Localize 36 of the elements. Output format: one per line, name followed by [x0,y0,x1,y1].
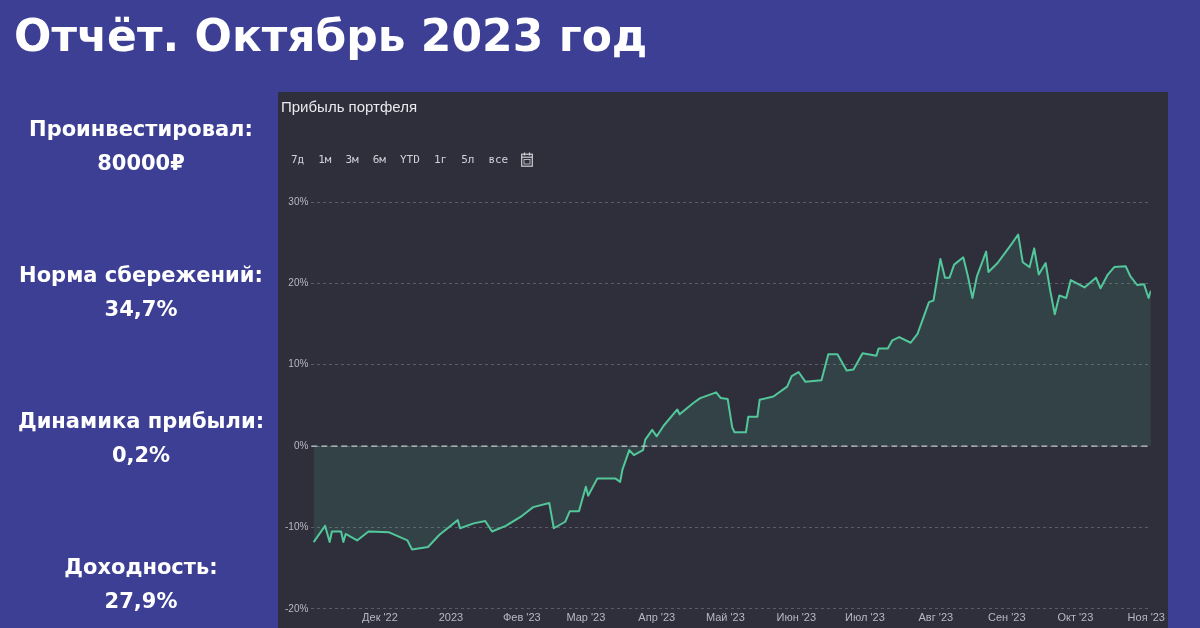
x-tick-label: Мар '23 [566,611,606,624]
text: Норма сбережений: [18,262,264,289]
text: 80000₽ [96,150,186,177]
x-tick-label: Июл '23 [845,611,885,624]
text: 1м [317,152,333,168]
text: все [487,152,510,168]
y-tick-label: -10% [284,521,309,533]
x-tick-label: Авг '23 [918,611,954,624]
text: 5л [460,152,476,168]
x-tick-label: 2023 [438,611,464,624]
text: 0,2% [110,442,172,469]
x-tick-label: Окт '23 [1057,611,1094,624]
text: 34,7% [103,296,179,323]
x-tick-label: Ноя '23 [1127,611,1165,624]
text: YTD [399,152,421,168]
y-tick-label: 20% [288,277,309,289]
x-tick-label: Апр '23 [638,611,676,624]
y-tick-label: -20% [284,602,309,614]
y-tick-label: 0% [293,439,309,451]
text: 7д [290,152,306,168]
x-tick-label: Дек '22 [362,611,398,624]
x-tick-label: Май '23 [705,611,745,624]
text: 1г [432,152,449,168]
text: 6м [371,152,387,168]
x-tick-label: Июн '23 [776,611,817,624]
text: Динамика прибыли: [16,408,266,435]
text: 3м [344,152,360,168]
text: 27,9% [103,588,179,615]
x-tick-label: Фев '23 [502,611,541,624]
text: Доходность: [63,554,219,581]
chart-title: Прибыль портфеля [281,98,418,115]
text: Проинвестировал: [28,116,254,143]
x-tick-label: Сен '23 [987,611,1026,624]
y-tick-label: 30% [288,195,309,207]
text: Отчёт. Октябрь 2023 год [14,10,648,61]
y-tick-label: 10% [288,358,309,370]
